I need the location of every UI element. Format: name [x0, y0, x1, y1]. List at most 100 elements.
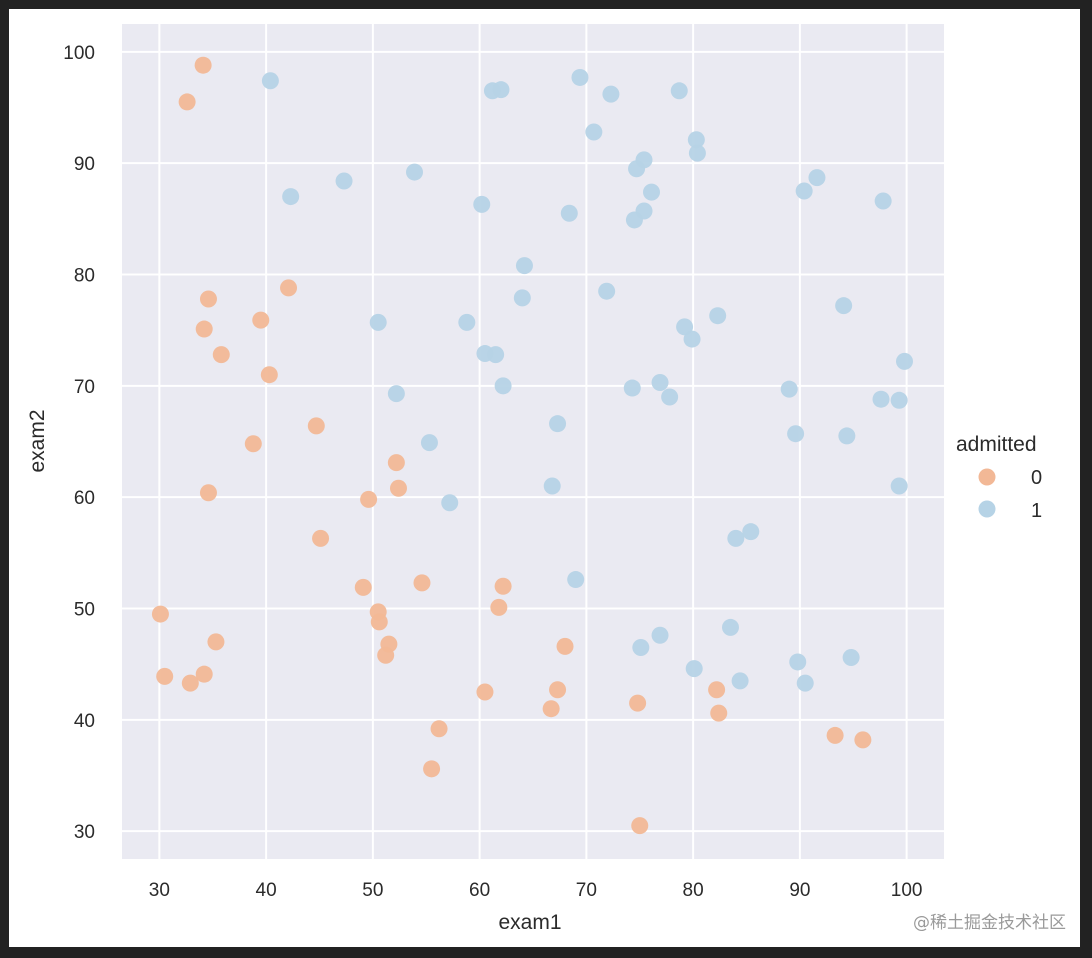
- point-admitted-1: [896, 352, 914, 370]
- point-admitted-0: [181, 674, 199, 692]
- legend-marker-0: [978, 468, 996, 486]
- point-admitted-1: [335, 172, 353, 190]
- point-admitted-1: [441, 494, 459, 512]
- point-admitted-1: [473, 195, 491, 213]
- point-admitted-0: [199, 290, 217, 308]
- y-tick-labels: 30 40 50 60 70 80 90 100: [63, 43, 95, 843]
- point-admitted-0: [252, 311, 270, 329]
- point-admitted-0: [212, 346, 230, 364]
- point-admitted-1: [598, 282, 616, 300]
- point-admitted-1: [628, 160, 646, 178]
- x-tick-label: 50: [362, 880, 383, 901]
- point-admitted-0: [370, 613, 388, 631]
- point-admitted-0: [307, 417, 325, 435]
- point-admitted-0: [387, 454, 405, 472]
- point-admitted-1: [890, 391, 908, 409]
- point-admitted-1: [494, 377, 512, 395]
- point-admitted-1: [560, 204, 578, 222]
- legend-title: admitted: [956, 433, 1037, 456]
- chart-frame: 30 40 50 60 70 80 90 100 30 40 50 60 70 80 90 100 exam…: [9, 9, 1080, 947]
- y-axis-label: exam2: [26, 409, 49, 472]
- point-admitted-1: [838, 427, 856, 445]
- point-admitted-1: [420, 434, 438, 452]
- y-tick-label: 90: [74, 154, 95, 175]
- point-admitted-1: [567, 571, 585, 589]
- x-tick-label: 100: [891, 880, 923, 901]
- point-admitted-1: [406, 163, 424, 181]
- y-tick-label: 50: [74, 600, 95, 621]
- point-admitted-1: [651, 626, 669, 644]
- point-admitted-1: [731, 672, 749, 690]
- point-admitted-1: [513, 289, 531, 307]
- point-admitted-1: [835, 297, 853, 315]
- point-admitted-1: [780, 380, 798, 398]
- point-admitted-1: [872, 390, 890, 408]
- point-admitted-1: [874, 192, 892, 210]
- point-admitted-0: [549, 681, 567, 699]
- point-admitted-0: [490, 598, 508, 616]
- grid-lines: [122, 24, 944, 859]
- point-admitted-0: [629, 694, 647, 712]
- x-tick-label: 80: [683, 880, 704, 901]
- point-admitted-1: [642, 183, 660, 201]
- point-admitted-0: [556, 637, 574, 655]
- point-admitted-1: [549, 415, 567, 433]
- x-tick-label: 70: [576, 880, 597, 901]
- point-admitted-1: [721, 618, 739, 636]
- point-admitted-0: [854, 731, 872, 749]
- y-tick-label: 60: [74, 488, 95, 509]
- point-admitted-0: [151, 605, 169, 623]
- watermark: @稀土掘金技术社区: [913, 913, 1066, 933]
- point-admitted-0: [430, 720, 448, 738]
- point-admitted-1: [623, 379, 641, 397]
- point-admitted-0: [178, 93, 196, 111]
- point-admitted-0: [244, 435, 262, 453]
- point-admitted-1: [676, 318, 694, 336]
- point-admitted-0: [710, 704, 728, 722]
- point-admitted-1: [709, 307, 727, 325]
- point-admitted-1: [625, 211, 643, 229]
- legend: admitted 0 1: [956, 433, 1042, 522]
- y-tick-label: 80: [74, 266, 95, 287]
- point-admitted-0: [826, 726, 844, 744]
- point-admitted-1: [515, 257, 533, 275]
- point-admitted-1: [458, 313, 476, 331]
- point-admitted-0: [194, 56, 212, 74]
- point-admitted-1: [685, 660, 703, 678]
- point-admitted-1: [742, 523, 760, 541]
- point-admitted-1: [487, 346, 505, 364]
- x-tick-label: 90: [789, 880, 810, 901]
- point-admitted-0: [377, 646, 395, 664]
- point-admitted-1: [651, 373, 669, 391]
- point-admitted-0: [423, 760, 441, 778]
- point-admitted-0: [199, 484, 217, 502]
- point-admitted-1: [842, 648, 860, 666]
- point-admitted-1: [688, 144, 706, 162]
- y-tick-label: 40: [74, 711, 95, 732]
- x-tick-label: 30: [149, 880, 170, 901]
- point-admitted-0: [413, 574, 431, 592]
- y-tick-label: 100: [63, 43, 95, 64]
- point-admitted-1: [890, 477, 908, 495]
- point-admitted-1: [687, 131, 705, 149]
- point-admitted-1: [387, 385, 405, 403]
- point-admitted-1: [369, 313, 387, 331]
- point-admitted-0: [280, 279, 298, 297]
- point-admitted-0: [631, 817, 649, 835]
- y-tick-label: 70: [74, 377, 95, 398]
- x-axis-label: exam1: [498, 911, 561, 934]
- point-admitted-1: [789, 653, 807, 671]
- point-admitted-1: [795, 182, 813, 200]
- point-admitted-1: [261, 72, 279, 90]
- scatter-chart: 30 40 50 60 70 80 90 100 30 40 50 60 70 80 90 100 exam…: [26, 24, 1042, 934]
- point-admitted-0: [542, 700, 560, 718]
- point-admitted-1: [808, 169, 826, 187]
- point-admitted-0: [389, 479, 407, 497]
- legend-marker-1: [978, 500, 996, 518]
- point-admitted-0: [494, 577, 512, 595]
- point-admitted-0: [207, 633, 225, 651]
- point-admitted-1: [571, 68, 589, 86]
- y-tick-label: 30: [74, 822, 95, 843]
- point-admitted-0: [360, 490, 378, 508]
- legend-label-0: 0: [1031, 467, 1042, 489]
